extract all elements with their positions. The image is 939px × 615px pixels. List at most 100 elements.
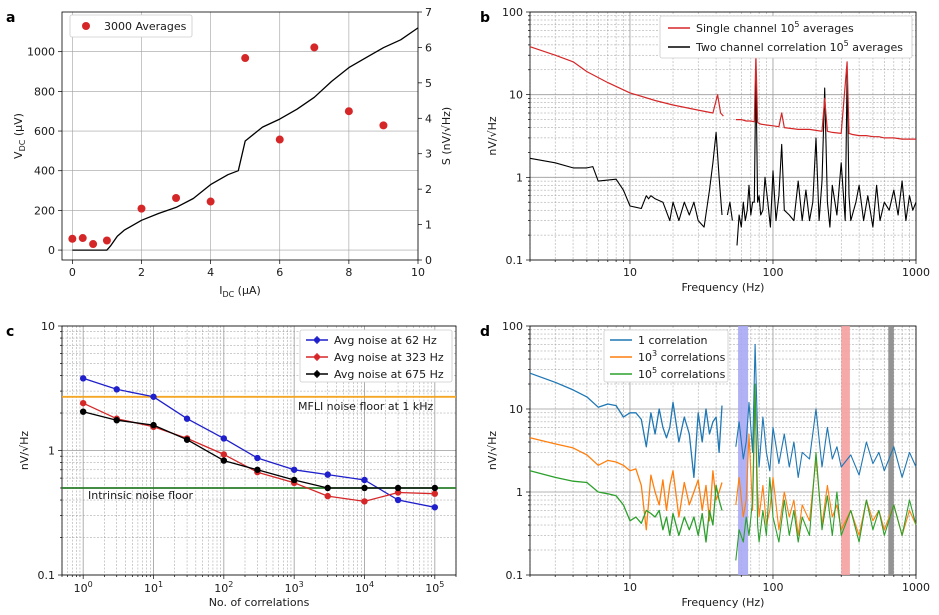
series-single-channel: [529, 46, 724, 117]
x-tick-label: 8: [345, 266, 352, 279]
x-axis-label: IDC (µA): [219, 284, 261, 299]
panel-c: 0.1 1 10 100 101 102 103 104 105 No. of correlati…: [6, 320, 457, 609]
data-point: [431, 504, 439, 511]
y-tick-label: 200: [34, 204, 55, 217]
frequency-band: [888, 326, 894, 575]
noise-point: [102, 236, 111, 245]
x-axis-label: Frequency (Hz): [682, 596, 765, 609]
legend-marker: [314, 371, 320, 377]
series-line: [529, 372, 723, 479]
noise-point: [206, 197, 215, 206]
data-point: [394, 489, 402, 496]
y2-tick-label: 2: [425, 183, 432, 196]
y-tick-label: 10: [509, 403, 523, 416]
series-line: [529, 470, 723, 543]
data-point: [79, 408, 87, 415]
legend-box: [659, 15, 913, 59]
legend-label: 103 correlations: [638, 349, 726, 364]
y-tick-label: 0.1: [506, 569, 524, 582]
legend-marker: [314, 337, 320, 343]
data-point: [361, 498, 368, 505]
x-tick-label: 100: [762, 266, 783, 279]
data-point: [183, 415, 191, 422]
legend-label: Avg noise at 323 Hz: [334, 351, 444, 364]
x-tick-label: 1000: [902, 581, 930, 594]
panel-label: c: [6, 324, 14, 340]
noise-point: [241, 54, 250, 63]
y-axis-label: nV/√Hz: [18, 431, 31, 470]
data-point: [361, 476, 368, 484]
series-line: [735, 343, 917, 478]
x-tick-label: 10: [411, 266, 425, 279]
legend-box: [603, 329, 729, 383]
data-point: [324, 492, 331, 500]
legend-marker: [314, 354, 320, 360]
noise-floor-label: Intrinsic noise floor: [88, 489, 194, 502]
panel-label: d: [480, 324, 490, 340]
data-point: [254, 454, 261, 462]
axes-frame: [529, 325, 917, 576]
series-line: [83, 411, 435, 489]
y-axis-label: nV/√Hz: [486, 431, 499, 470]
panel-label: a: [6, 10, 15, 26]
y-tick-label: 800: [34, 85, 55, 98]
noise-point: [137, 204, 146, 213]
y-tick-label: 1: [516, 486, 523, 499]
y-axis-label: nV/√Hz: [486, 116, 499, 155]
y2-tick-label: 3: [425, 148, 432, 161]
y2-tick-label: 1: [425, 219, 432, 232]
y-axis-label: VDC (µV): [12, 113, 27, 159]
x-tick-label: 101: [144, 580, 163, 595]
data-point: [431, 484, 439, 492]
y-tick-label: 600: [34, 125, 55, 138]
series-single-channel: [735, 54, 916, 140]
data-point: [183, 436, 191, 443]
panel-d: 0.1 1 10 100 10 100 1000 Frequency (Hz) nV/√Hz d 1…: [480, 320, 930, 609]
series-two-channel: [736, 69, 917, 246]
data-point: [220, 451, 228, 458]
x-tick-label: 104: [355, 580, 374, 595]
data-point: [150, 421, 157, 429]
noise-point: [89, 240, 98, 249]
y2-tick-label: 0: [425, 254, 432, 267]
x-tick-label: 100: [74, 580, 93, 595]
data-point: [113, 417, 120, 424]
vdc-line: [72, 27, 419, 251]
x-tick-label: 6: [276, 266, 283, 279]
y2-tick-label: 4: [425, 112, 432, 125]
noise-point: [275, 135, 284, 144]
legend-label: Single channel 105 averages: [696, 20, 854, 35]
y-tick-label: 100: [502, 6, 523, 19]
noise-point: [310, 43, 319, 52]
x-tick-label: 1000: [902, 266, 930, 279]
data-point: [254, 466, 261, 473]
legend-label: Two channel correlation 105 averages: [695, 39, 903, 54]
y-tick-label: 1: [516, 171, 523, 184]
data-point: [79, 399, 87, 407]
series-line: [82, 402, 435, 503]
series-two-channel: [529, 131, 723, 228]
y2-tick-label: 7: [425, 6, 432, 19]
x-tick-label: 2: [138, 266, 145, 279]
data-point: [394, 496, 402, 504]
x-tick-label: 10: [623, 581, 637, 594]
series-line: [735, 383, 917, 561]
noise-point: [344, 107, 353, 116]
x-axis-label: Frequency (Hz): [682, 281, 765, 294]
axes-frame: [61, 325, 457, 576]
noise-point: [172, 194, 181, 202]
legend-label: Avg noise at 675 Hz: [334, 368, 444, 381]
legend-label: Avg noise at 62 Hz: [334, 334, 437, 347]
series-two-channel: [726, 201, 733, 221]
data-point: [394, 484, 402, 492]
data-point: [79, 375, 87, 382]
data-point: [290, 476, 298, 484]
data-point: [361, 484, 368, 492]
y-tick-label: 10: [41, 320, 55, 333]
x-tick-label: 10: [623, 266, 637, 279]
noise-point: [379, 121, 388, 130]
data-point: [220, 457, 228, 464]
series-line: [529, 437, 723, 531]
